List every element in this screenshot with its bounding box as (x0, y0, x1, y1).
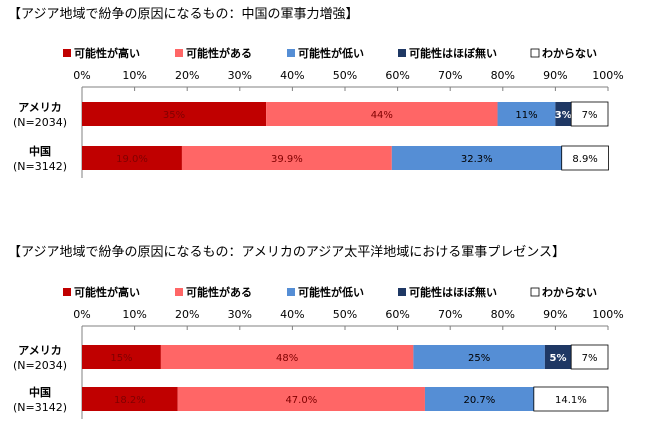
x-tick-label: 20% (175, 308, 199, 321)
x-tick-label: 60% (385, 308, 409, 321)
legend-entry: 可能性が高い (74, 285, 140, 299)
x-tick-label: 100% (592, 69, 623, 82)
data-label: 39.9% (271, 154, 303, 165)
data-label: 3% (555, 110, 572, 121)
legend-entry: 可能性はほぼ無い (409, 46, 497, 60)
x-tick-label: 10% (122, 69, 146, 82)
bar-segment (544, 345, 572, 369)
x-tick-label: 10% (122, 308, 146, 321)
bar-segment (570, 101, 609, 127)
bar-segment (82, 102, 267, 126)
category-sample-size: (N=2034) (13, 359, 67, 372)
data-label: 15% (110, 353, 132, 364)
legend-swatch (63, 288, 71, 296)
chart-1: 【アジア地域で紛争の原因になるもの：中国の軍事力増強】可能性が高い 可能性がある 可… (8, 7, 624, 178)
legend-swatch (63, 49, 71, 57)
category-sample-size: (N=3142) (13, 401, 67, 414)
x-tick-label: 70% (438, 308, 462, 321)
legend-entry: 可能性がある (186, 46, 252, 60)
category-sample-size: (N=2034) (13, 116, 67, 129)
legend-entry: 可能性が低い (298, 285, 364, 299)
chart-title: 【アジア地域で紛争の原因になるもの：中国の軍事力増強】 (8, 7, 358, 22)
bar-segment (82, 146, 182, 170)
bar-segment (160, 345, 414, 369)
data-label: 44% (371, 110, 393, 121)
x-tick-label: 0% (73, 69, 90, 82)
x-tick-label: 90% (543, 69, 567, 82)
x-tick-label: 30% (228, 69, 252, 82)
x-tick-label: 90% (543, 308, 567, 321)
category-sample-size: (N=3142) (13, 160, 67, 173)
x-tick-label: 40% (280, 69, 304, 82)
data-label: 47.0% (285, 395, 317, 406)
bar-segment (413, 345, 545, 369)
data-label: 5% (550, 353, 567, 364)
legend-swatch (175, 288, 183, 296)
x-tick-label: 80% (491, 308, 515, 321)
data-label: 32.3% (461, 154, 493, 165)
legend-swatch (530, 287, 540, 297)
category-label: アメリカ (18, 344, 61, 357)
legend-swatch (398, 49, 406, 57)
legend-swatch (530, 48, 540, 58)
legend-entry: 可能性が高い (74, 46, 140, 60)
bar-segment (82, 387, 178, 411)
legend-entry: 可能性がある (186, 285, 252, 299)
legend-entry: 可能性はほぼ無い (409, 285, 497, 299)
data-label: 48% (276, 353, 298, 364)
legend-entry: わからない (542, 286, 597, 299)
data-label: 8.9% (572, 154, 597, 165)
bar-segment (555, 102, 572, 126)
data-label: 11% (515, 110, 537, 121)
x-tick-label: 100% (592, 308, 623, 321)
legend-entry: 可能性が低い (298, 46, 364, 60)
x-tick-label: 20% (175, 69, 199, 82)
x-tick-label: 50% (333, 308, 357, 321)
data-label: 7% (582, 353, 598, 364)
bar-segment (181, 146, 392, 170)
bar-segment (570, 344, 609, 370)
x-tick-label: 0% (73, 308, 90, 321)
data-label: 7% (582, 110, 598, 121)
legend-swatch (287, 49, 295, 57)
bar-segment (266, 102, 498, 126)
data-label: 35% (163, 110, 185, 121)
category-label: アメリカ (18, 101, 61, 114)
legend-swatch (398, 288, 406, 296)
legend-entry: わからない (542, 47, 597, 60)
data-label: 19.0% (116, 154, 148, 165)
legend-swatch (287, 288, 295, 296)
data-label: 14.1% (555, 395, 587, 406)
bar-segment (533, 386, 609, 412)
bar-segment (497, 102, 556, 126)
category-label: 中国 (29, 385, 51, 399)
bar-segment (177, 387, 425, 411)
data-label: 20.7% (464, 395, 496, 406)
x-tick-label: 50% (333, 69, 357, 82)
category-label: 中国 (29, 144, 51, 158)
x-tick-label: 70% (438, 69, 462, 82)
bar-segment (561, 145, 609, 171)
chart-title: 【アジア地域で紛争の原因になるもの：アメリカのアジア太平洋地域における軍事プレゼ… (8, 245, 565, 260)
x-tick-label: 30% (228, 308, 252, 321)
bar-segment (391, 146, 562, 170)
bar-segment (82, 345, 161, 369)
x-tick-label: 80% (491, 69, 515, 82)
legend-swatch (175, 49, 183, 57)
x-tick-label: 60% (385, 69, 409, 82)
x-tick-label: 40% (280, 308, 304, 321)
data-label: 18.2% (114, 395, 146, 406)
data-label: 25% (468, 353, 490, 364)
bar-segment (424, 387, 534, 411)
chart-2: 【アジア地域で紛争の原因になるもの：アメリカのアジア太平洋地域における軍事プレゼ… (8, 245, 624, 419)
